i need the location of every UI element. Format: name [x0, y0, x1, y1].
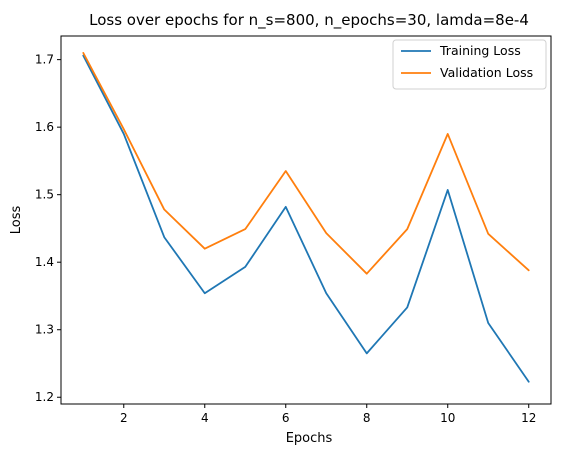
x-tick-label: 2	[120, 411, 128, 425]
chart-title: Loss over epochs for n_s=800, n_epochs=3…	[89, 11, 529, 30]
legend-label: Training Loss	[439, 43, 521, 58]
legend-box	[392, 39, 547, 90]
plot-area	[60, 35, 552, 405]
y-tick-label: 1.3	[35, 323, 54, 337]
y-tick-label: 1.5	[35, 188, 54, 202]
y-tick-label: 1.6	[35, 120, 54, 134]
x-tick-label: 8	[363, 411, 371, 425]
y-tick-label: 1.4	[35, 255, 54, 269]
x-tick-label: 6	[282, 411, 290, 425]
y-axis: 1.2 1.3 1.4 1.5 1.6 1.7	[35, 53, 61, 404]
y-axis-label: Loss	[9, 206, 24, 235]
x-axis: 2 4 6 8 10 12	[120, 404, 536, 425]
x-tick-label: 10	[440, 411, 455, 425]
series-lines	[82, 51, 530, 383]
y-tick-label: 1.2	[35, 390, 54, 404]
x-tick-label: 12	[521, 411, 536, 425]
series-line-validation-loss	[82, 51, 530, 275]
y-tick-label: 1.7	[35, 53, 54, 67]
series-line-training-loss	[82, 54, 530, 383]
legend-label: Validation Loss	[440, 65, 533, 80]
x-axis-label: Epochs	[286, 431, 333, 446]
legend: Training Loss Validation Loss	[392, 39, 547, 90]
x-tick-label: 4	[201, 411, 209, 425]
